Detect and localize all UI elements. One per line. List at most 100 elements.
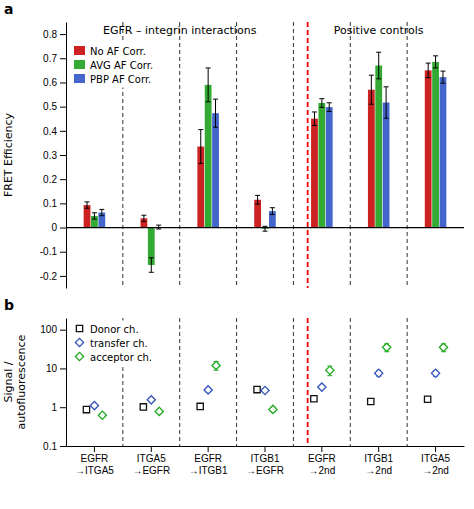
chart-svg: -0.2-0.100.10.20.30.40.50.60.70.8FRET Ef…: [0, 0, 474, 509]
tick-mark: [94, 446, 95, 452]
error-bar: [312, 112, 317, 126]
y-tick: 0.3: [43, 150, 66, 161]
y-tick: 0.1: [43, 198, 66, 209]
error-bar: [319, 99, 324, 108]
error-bar: [384, 87, 389, 118]
tick-mark: [60, 203, 66, 204]
error-bar: [433, 56, 438, 68]
legend-swatch: [76, 325, 82, 331]
tick-mark: [265, 446, 266, 452]
error-bar: [198, 130, 203, 164]
tick-label: 0.7: [43, 53, 57, 64]
tick-mark: [60, 107, 66, 108]
panel: -0.2-0.100.10.20.30.40.50.60.70.8FRET Ef…: [2, 1, 464, 289]
error-bar: [440, 71, 445, 83]
tick-mark: [60, 82, 66, 83]
bar: [383, 103, 390, 228]
annotation: Positive controls: [334, 24, 424, 37]
tick-mark: [208, 446, 209, 452]
bar: [318, 103, 325, 228]
marker: [83, 406, 89, 412]
marker: [90, 401, 98, 409]
panel-title: a: [4, 1, 13, 17]
marker: [431, 369, 439, 377]
tick-label: ITGA5→EGFR: [132, 453, 170, 476]
legend-label: acceptor ch.: [90, 352, 152, 363]
legend-background: [72, 321, 155, 366]
point-series: [83, 386, 430, 412]
panel-title: b: [4, 297, 14, 313]
tick-label: 0.8: [43, 29, 57, 40]
tick-label: EGFR→ITGB1: [189, 453, 228, 476]
legend-items: Donor ch.transfer ch.acceptor ch.: [75, 324, 152, 363]
error-bar: [206, 68, 211, 102]
error-bar: [327, 103, 332, 112]
legend-item: PBP AF Corr.: [74, 74, 151, 85]
marker: [261, 386, 269, 394]
tick-mark: [60, 228, 66, 229]
group-separator: [350, 22, 351, 288]
error-bar: [99, 209, 104, 215]
legend-item: transfer ch.: [75, 338, 147, 349]
y-tick: -0.2: [40, 271, 66, 282]
error-bar: [213, 99, 218, 127]
tick-label: -0.2: [40, 271, 58, 282]
tick-mark: [60, 368, 66, 369]
y-tick: 0.6: [43, 77, 66, 88]
y-tick: 0.1: [43, 441, 66, 452]
bar: [368, 90, 375, 228]
bar: [212, 113, 219, 227]
separators: [123, 22, 407, 288]
panel: 0.1110100EGFR→ITGA5ITGA5→EGFREGFR→ITGB1I…: [2, 297, 465, 476]
legend-item: No AF Corr.: [74, 46, 146, 57]
legend-label: PBP AF Corr.: [90, 74, 151, 85]
legend-swatch: [74, 60, 85, 69]
error-bar: [85, 202, 90, 208]
y-tick: 0.2: [43, 174, 66, 185]
tick-mark: [60, 179, 66, 180]
tick-mark: [60, 446, 66, 447]
marker: [98, 411, 106, 419]
marker: [269, 405, 277, 413]
legend-label: transfer ch.: [90, 338, 148, 349]
group-separator: [407, 318, 408, 446]
error-bar: [149, 258, 154, 273]
legend-background: [71, 43, 156, 88]
legend-swatch: [74, 74, 85, 83]
tick-label: EGFR→2nd: [308, 453, 336, 476]
legend-swatch: [75, 338, 83, 346]
bar: [432, 62, 439, 228]
tick-label: 1: [51, 402, 57, 413]
group-separator: [293, 22, 294, 288]
y-tick: 10: [46, 363, 66, 374]
marker: [254, 386, 260, 392]
tick-label: ITGB1→2nd: [364, 453, 393, 476]
tick-label: 0.4: [43, 126, 57, 137]
legend-label: No AF Corr.: [90, 46, 146, 57]
tick-mark: [60, 155, 66, 156]
bar-series: [84, 63, 432, 227]
tick-label: 0.2: [43, 174, 57, 185]
tick-label: 0: [51, 222, 57, 233]
tick-label: EGFR→ITGA5: [75, 453, 114, 476]
error-bar: [270, 208, 275, 215]
bar-series: [98, 71, 446, 229]
tick-label: 10: [46, 363, 58, 374]
tick-mark: [60, 252, 66, 253]
tick-mark: [321, 446, 322, 452]
x-tick: ITGA5→EGFR: [132, 446, 170, 476]
legend-item: AVG AF Corr.: [74, 60, 153, 71]
y-tick: 0.5: [43, 101, 66, 112]
error-bar: [141, 215, 146, 221]
x-tick: ITGB1→EGFR: [246, 446, 284, 476]
x-axis: EGFR→ITGA5 ITGA5→EGFR EGFR→ITGB1 ITGB1→EGFR…: [67, 446, 465, 476]
bar: [440, 77, 447, 227]
tick-label: -0.1: [40, 246, 58, 257]
tick-mark: [151, 446, 152, 452]
y-axis-title: Signal /autofluorescence: [2, 334, 28, 429]
group-separator: [293, 318, 294, 446]
tick-mark: [378, 446, 379, 452]
tick-label: 0.1: [43, 198, 57, 209]
tick-label: ITGA5→2nd: [421, 453, 450, 476]
axis-line: [66, 319, 67, 447]
